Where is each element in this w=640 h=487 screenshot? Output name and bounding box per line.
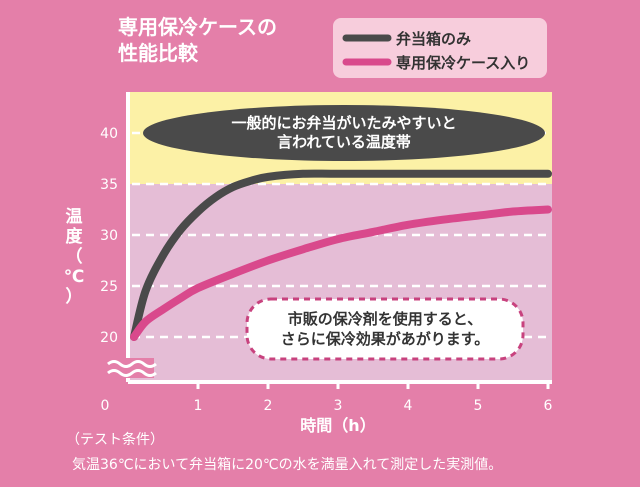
y-tick-label-20: 20 [100, 330, 118, 346]
footnote-text: 気温36℃において弁当箱に20℃の水を満量入れて測定した実測値。 [72, 457, 502, 473]
x-tick-label-2: 2 [264, 398, 273, 414]
y-tick-label-25: 25 [100, 279, 118, 295]
y-axis-label: 温度（℃） [64, 207, 85, 307]
legend: 弁当箱のみ 専用保冷ケース入り [333, 18, 547, 78]
band-label-bubble [143, 105, 545, 161]
series-line-1 [130, 205, 552, 341]
x-tick-label-3: 3 [334, 398, 343, 414]
x-origin-label: 0 [101, 398, 110, 414]
footnote-heading: （テスト条件） [66, 431, 164, 448]
y-tick-label-30: 30 [100, 228, 118, 244]
x-tick-label-1: 1 [194, 398, 203, 414]
band-label: 一般的にお弁当がいたみやすいと言われている温度帯 [143, 105, 545, 161]
chart-title: 専用保冷ケースの性能比較 [118, 15, 277, 65]
y-tick-label-35: 35 [100, 177, 118, 193]
axis-break-icon [106, 358, 157, 378]
legend-label-0: 弁当箱のみ [396, 30, 471, 48]
x-tick-label-4: 4 [404, 398, 413, 414]
annotation-box [245, 297, 525, 361]
y-tick-label-40: 40 [100, 126, 118, 142]
x-tick-labels: 1 2 3 4 5 6 [194, 398, 553, 414]
annotation: 市販の保冷剤を使用すると、さらに保冷効果があがります。 [245, 297, 525, 361]
band-label-text: 一般的にお弁当がいたみやすいと言われている温度帯 [231, 114, 456, 151]
x-axis-label: 時間（h） [300, 416, 375, 435]
legend-label-1: 専用保冷ケース入り [396, 54, 530, 72]
x-tick-label-6: 6 [544, 398, 553, 414]
series-line-0 [130, 169, 552, 341]
y-tick-labels: 20 25 30 35 40 [100, 126, 118, 346]
annotation-text: 市販の保冷剤を使用すると、さらに保冷効果があがります。 [281, 310, 490, 348]
x-tick-label-5: 5 [474, 398, 483, 414]
